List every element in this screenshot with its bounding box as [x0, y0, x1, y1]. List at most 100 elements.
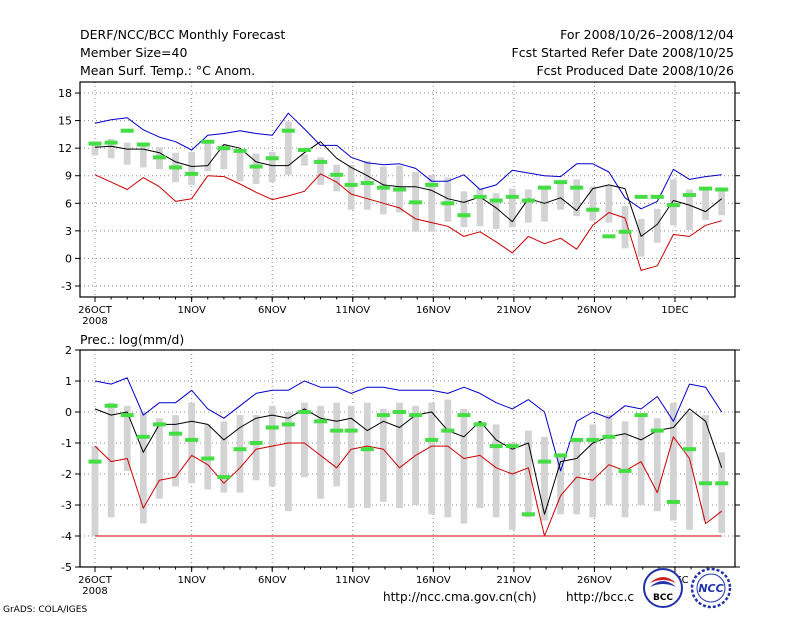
obs-mark	[265, 156, 279, 161]
obs-mark	[602, 234, 616, 239]
ensemble-box	[363, 161, 371, 210]
ytick-label: 15	[58, 115, 72, 128]
obs-mark	[457, 413, 471, 418]
ytick-label: -1	[61, 437, 72, 450]
ensemble-box	[557, 183, 564, 210]
grads-credit: GrADS: COLA/IGES	[3, 605, 88, 615]
plot-frame	[79, 81, 736, 298]
ensemble-box	[444, 399, 452, 518]
ensemble-box	[508, 188, 516, 228]
ensemble-box	[220, 144, 228, 170]
ytick-label: -3	[61, 280, 72, 293]
ensemble-box	[589, 186, 597, 221]
ensemble-box	[333, 402, 341, 487]
xtick-label: 1NOV	[177, 575, 206, 586]
ensemble-box	[492, 424, 500, 518]
ensemble-box	[156, 418, 163, 499]
ytick-label: 1	[65, 375, 72, 388]
obs-mark	[425, 437, 439, 442]
obs-mark	[650, 428, 664, 433]
ensemble-box	[428, 402, 436, 515]
ensemble-box	[637, 415, 645, 505]
ensemble-box	[428, 174, 436, 232]
ensemble-box	[363, 402, 371, 509]
ensemble-box	[268, 151, 276, 183]
obs-mark	[521, 512, 535, 517]
ensemble-box	[107, 138, 115, 159]
bcc-logo-icon: BCC	[643, 568, 683, 608]
obs-mark	[392, 410, 406, 414]
obs-mark	[473, 194, 487, 199]
obs-mark	[265, 425, 279, 430]
obs-mark	[489, 444, 503, 449]
xtick-label: 11NOV	[335, 575, 370, 586]
ensemble-box	[91, 446, 99, 536]
series-upper	[94, 112, 722, 210]
xtick-label: 1NOV	[177, 305, 206, 316]
ensemble-box	[460, 408, 468, 524]
ytick-label: -3	[61, 499, 72, 512]
ytick-label: -2	[61, 468, 72, 481]
member-size: Member Size=40	[80, 45, 188, 60]
ensemble-box	[508, 443, 516, 530]
ncc-url[interactable]: http://ncc.cma.gov.cn(ch)	[383, 590, 537, 604]
ytick-label: 12	[58, 142, 72, 155]
ytick-label: 18	[58, 87, 72, 100]
obs-mark	[682, 447, 696, 452]
series-mean	[94, 141, 723, 237]
series-lower	[94, 173, 722, 271]
obs-mark	[104, 403, 118, 408]
ensemble-box	[301, 402, 308, 478]
obs-mark	[152, 422, 166, 427]
obs-mark	[249, 164, 263, 169]
obs-mark	[537, 185, 551, 190]
ensemble-box	[252, 415, 260, 481]
bcc-url[interactable]: http://bcc.c	[566, 590, 634, 604]
ytick-label: 9	[65, 170, 72, 183]
ensemble-box	[653, 208, 661, 243]
obs-mark	[425, 182, 439, 187]
obs-mark	[570, 185, 584, 190]
ensemble-box	[605, 415, 613, 505]
series-upper	[94, 377, 723, 472]
xtick-label: 21NOV	[496, 305, 531, 316]
ensemble-box	[317, 405, 324, 499]
ensemble-box	[107, 402, 115, 518]
ensemble-box	[669, 402, 677, 521]
ensemble-box	[686, 412, 693, 530]
obs-mark	[441, 428, 455, 433]
obs-mark	[554, 180, 568, 185]
obs-mark	[169, 431, 183, 436]
obs-mark	[554, 453, 568, 458]
obs-mark	[314, 419, 328, 424]
obs-mark	[376, 413, 390, 418]
series-mean	[94, 408, 723, 515]
obs-mark	[201, 139, 215, 144]
ensemble-box	[91, 142, 99, 156]
ytick-label: -4	[61, 530, 72, 543]
xtick-year: 2008	[82, 316, 107, 327]
ensemble-box	[139, 143, 147, 168]
xtick-label: 16NOV	[416, 575, 451, 586]
ensemble-box	[284, 412, 292, 512]
precip-title: Prec.: log(mm/d)	[80, 332, 184, 347]
ytick-label: 0	[65, 406, 72, 419]
xtick-label: 11NOV	[335, 305, 370, 316]
ensemble-box	[220, 421, 228, 493]
ytick-label: 0	[65, 252, 72, 265]
bcc-logo-text: BCC	[653, 593, 673, 603]
ensemble-box	[188, 402, 196, 484]
ensemble-box	[605, 185, 613, 223]
ensemble-box	[396, 402, 403, 509]
obs-mark	[297, 147, 311, 152]
ensemble-box	[284, 121, 292, 175]
obs-mark	[650, 194, 664, 199]
xtick-label: 6NOV	[258, 305, 287, 316]
ensemble-box	[637, 218, 645, 257]
obs-mark	[715, 481, 729, 486]
obs-mark	[409, 200, 423, 205]
ensemble-box	[301, 154, 308, 166]
xtick-year: 2008	[82, 586, 107, 597]
ensemble-box	[541, 189, 548, 222]
obs-mark	[169, 165, 183, 170]
